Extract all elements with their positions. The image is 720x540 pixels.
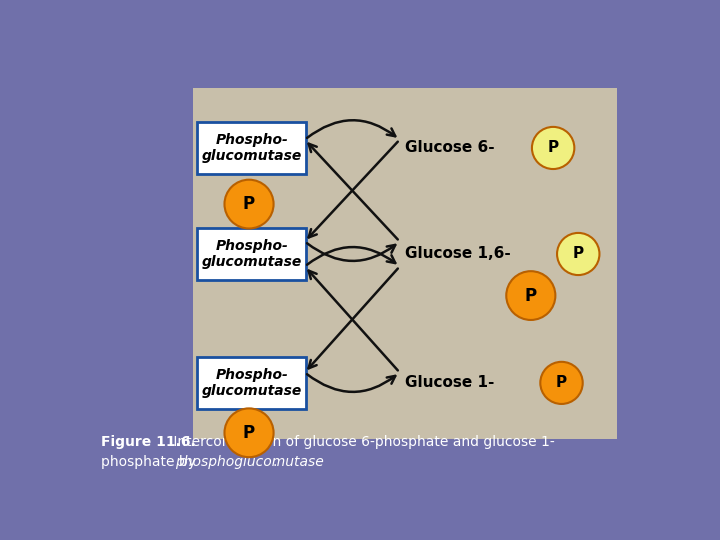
Ellipse shape [225,408,274,457]
Text: Phospho-
glucomutase: Phospho- glucomutase [202,133,302,163]
Text: P: P [572,246,584,261]
Text: .: . [272,455,277,469]
Text: P: P [525,287,537,305]
Text: P: P [548,140,559,156]
Ellipse shape [225,180,274,228]
Text: Glucose 6-: Glucose 6- [405,140,495,156]
Text: Interconversion of glucose 6-phosphate and glucose 1-: Interconversion of glucose 6-phosphate a… [169,435,555,449]
FancyBboxPatch shape [197,122,306,174]
Ellipse shape [540,362,582,404]
Text: Phospho-
glucomutase: Phospho- glucomutase [202,239,302,269]
Text: phosphate by: phosphate by [101,455,201,469]
Text: P: P [243,424,255,442]
Ellipse shape [532,127,575,169]
Text: Phospho-
glucomutase: Phospho- glucomutase [202,368,302,398]
Ellipse shape [506,271,555,320]
Text: P: P [243,195,255,213]
Text: Glucose 1,6-: Glucose 1,6- [405,246,511,261]
Text: Figure 11.6.: Figure 11.6. [101,435,196,449]
FancyBboxPatch shape [197,357,306,409]
Text: Glucose 1-: Glucose 1- [405,375,495,390]
Ellipse shape [557,233,600,275]
Text: phosphoglucomutase: phosphoglucomutase [175,455,323,469]
FancyBboxPatch shape [193,87,617,439]
FancyBboxPatch shape [197,228,306,280]
Text: P: P [556,375,567,390]
